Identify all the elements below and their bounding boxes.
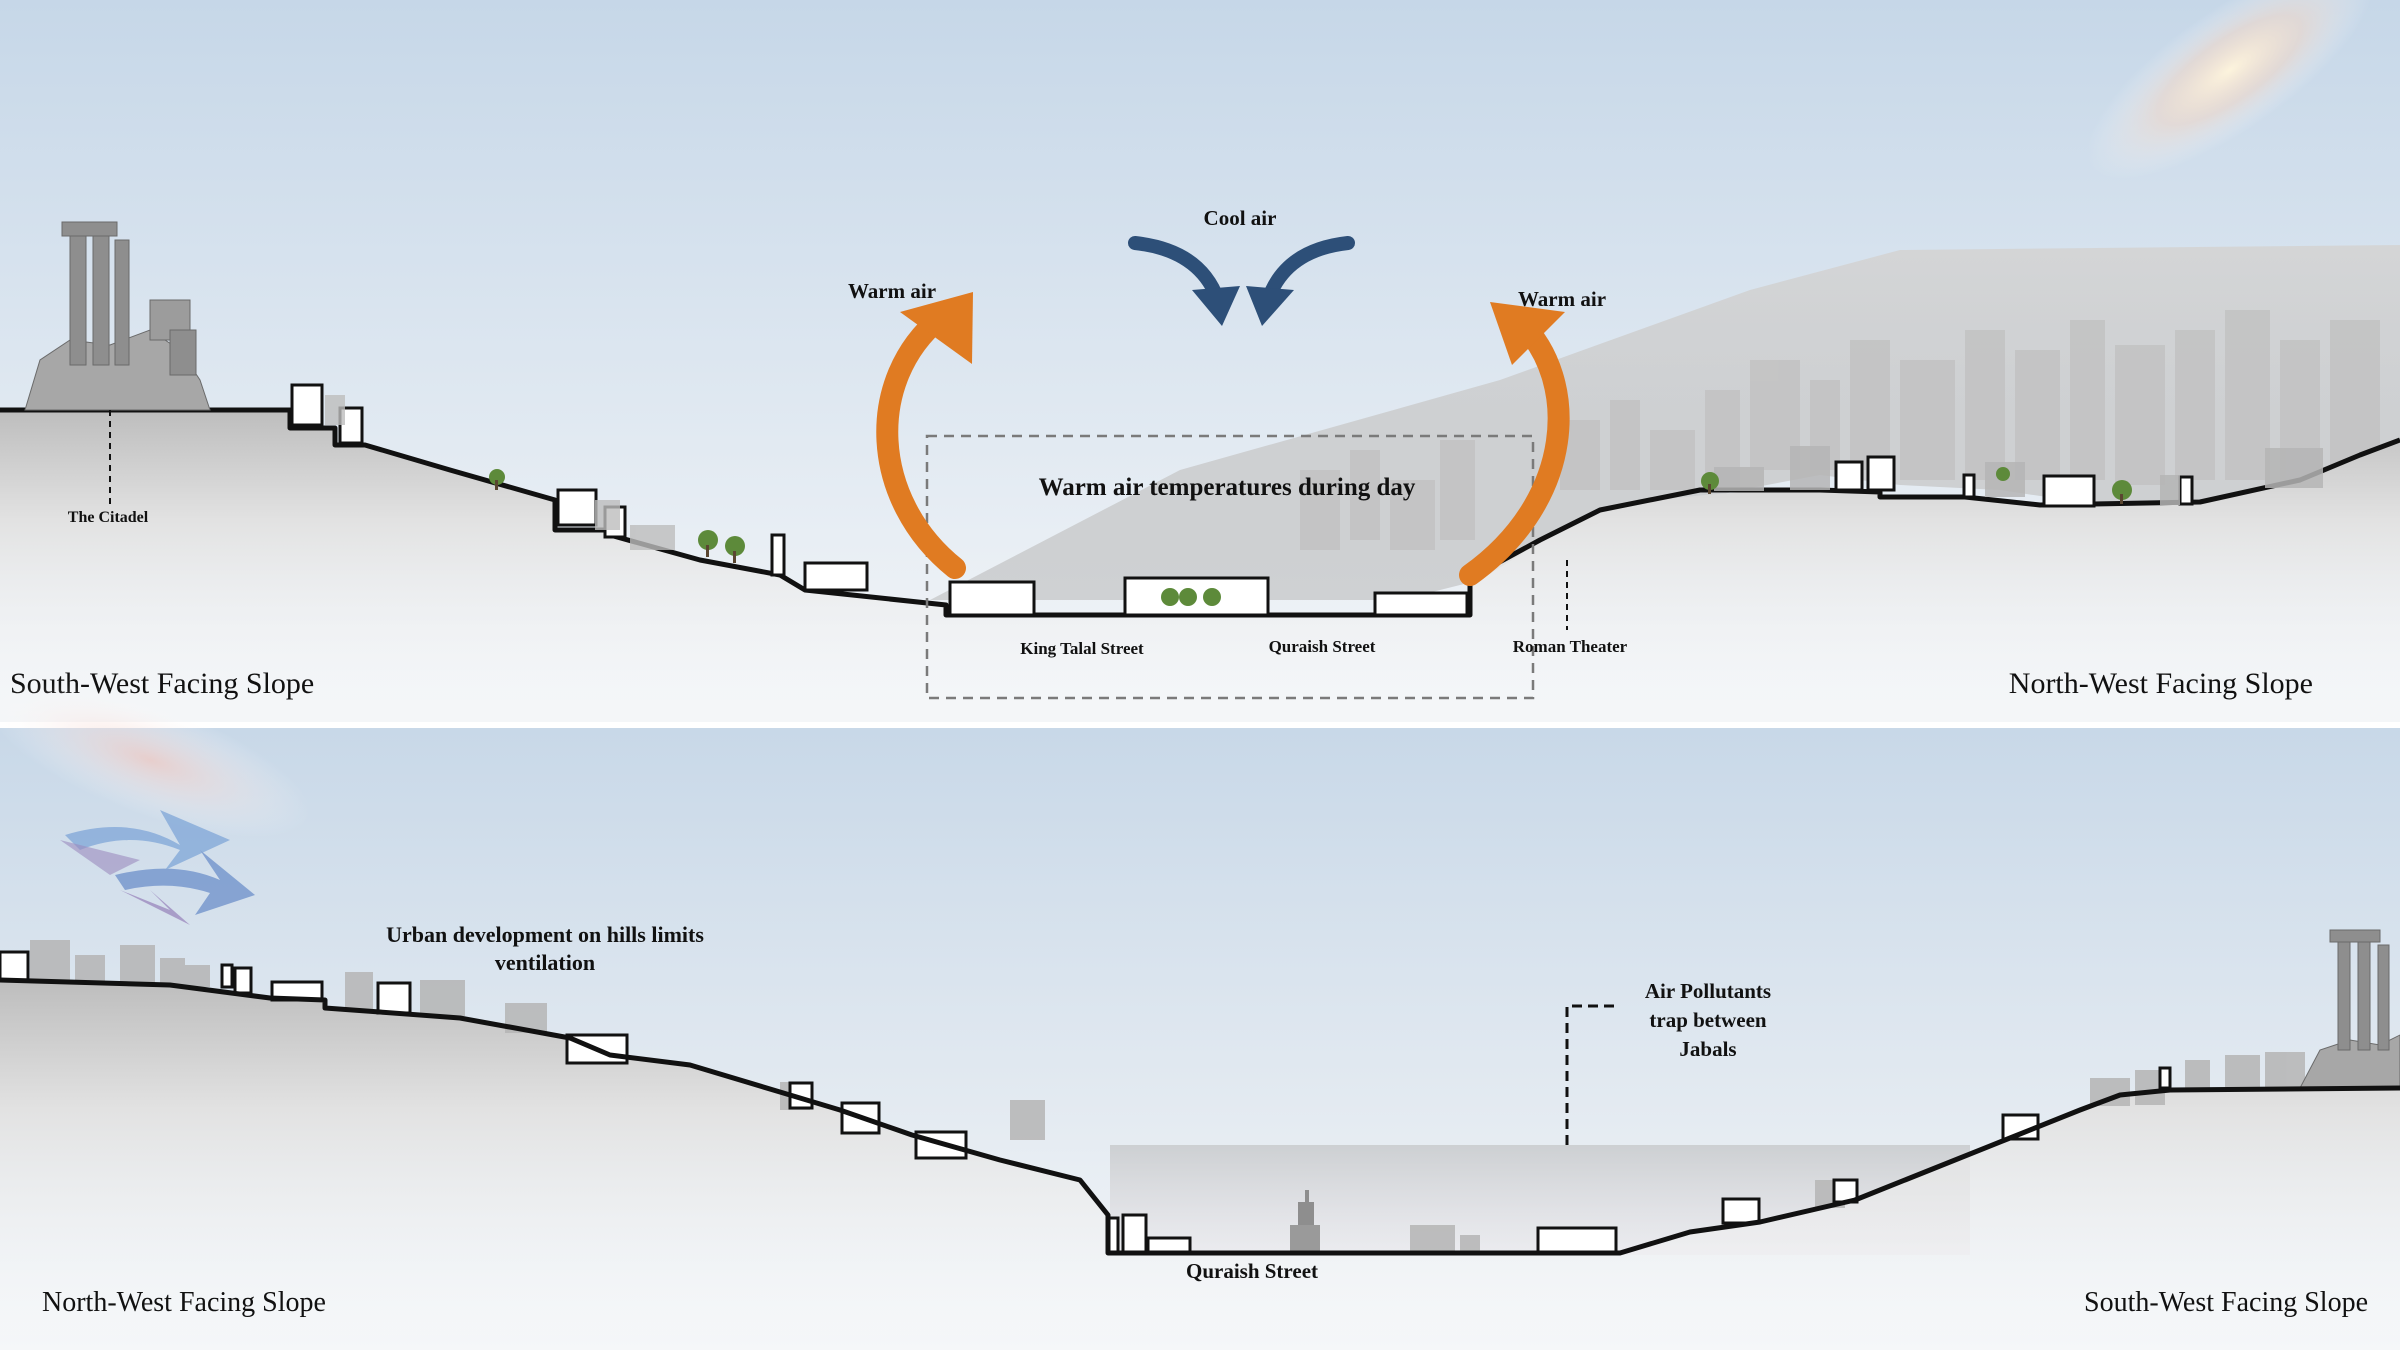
citadel-label: The Citadel [68, 509, 149, 526]
top-terrain-line [0, 407, 2400, 618]
top-buildings-right-grey [1714, 446, 2323, 505]
slope-label-bottom-right: South-West Facing Slope [2084, 1287, 2368, 1318]
warm-air-arrow-right [1459, 302, 1570, 586]
cool-air-arrows [1128, 236, 1355, 326]
urban-development-label-line2: ventilation [495, 950, 595, 975]
urban-development-label-line1: Urban development on hills limits [386, 922, 704, 947]
bottom-buildings-right [1536, 1066, 2172, 1255]
top-terrain-fill [0, 410, 2400, 725]
cool-air-label: Cool air [1204, 206, 1277, 230]
warm-air-arrow-left [876, 292, 973, 579]
bottom-section: Urban development on hills limits ventil… [0, 682, 2400, 1350]
top-city-background [930, 245, 2400, 600]
sun-flare-top [2086, 0, 2374, 180]
top-city-blocks [1300, 310, 2380, 550]
top-buildings-right [1834, 455, 2194, 508]
pollutants-label-line1: Air Pollutants [1645, 979, 1771, 1003]
warm-air-box-title: Warm air temperatures during day [1039, 474, 1416, 501]
pollutants-label-line3: Jabals [1679, 1037, 1736, 1061]
bottom-city-left [30, 940, 1045, 1140]
citadel-columns-icon [24, 221, 211, 411]
warm-air-zone-box [925, 434, 1535, 700]
top-buildings-valley [948, 576, 1469, 617]
slope-label-top-right: North-West Facing Slope [2009, 667, 2313, 700]
quraish-street-label-top: Quraish Street [1269, 637, 1376, 656]
warm-air-left-label: Warm air [848, 279, 936, 303]
valley-tower-icon [1290, 1190, 1320, 1253]
top-buildings-left-grey [325, 395, 675, 550]
wind-arrows-icon [60, 810, 255, 925]
quraish-street-label-bottom: Quraish Street [1186, 1259, 1318, 1283]
slope-label-bottom-left: North-West Facing Slope [42, 1287, 326, 1318]
king-talal-street-label: King Talal Street [1020, 639, 1144, 658]
warm-air-right-label: Warm air [1518, 287, 1606, 311]
citadel-columns-icon-bottom [2299, 929, 2400, 1089]
sun-flare-bottom [0, 682, 311, 838]
roman-theater-label: Roman Theater [1513, 637, 1628, 656]
pollutants-label-line2: trap between [1649, 1008, 1767, 1032]
bottom-terrain-fill [0, 980, 2400, 1350]
tree-icon [489, 467, 2132, 606]
bottom-terrain-line [0, 977, 2400, 1256]
section-divider [0, 722, 2400, 728]
top-section: Cool air Warm air Warm air Warm air temp… [0, 0, 2400, 725]
